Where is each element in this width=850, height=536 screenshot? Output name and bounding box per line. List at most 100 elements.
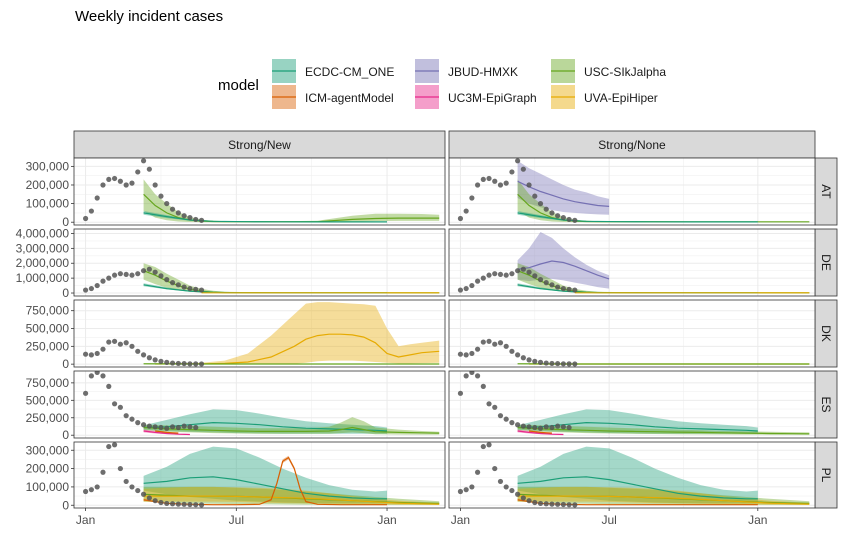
observed-point — [95, 195, 100, 200]
observed-point — [572, 218, 577, 223]
observed-point — [118, 342, 123, 347]
observed-point — [538, 201, 543, 206]
observed-point — [158, 359, 163, 364]
observed-point — [176, 502, 181, 507]
observed-point — [187, 215, 192, 220]
observed-point — [164, 426, 169, 431]
y-tick-label: 100,000 — [26, 197, 70, 211]
observed-point — [187, 286, 192, 291]
observed-point — [199, 361, 204, 366]
observed-point — [141, 492, 146, 497]
observed-point — [158, 500, 163, 505]
observed-point — [481, 177, 486, 182]
x-tick-label: Jan — [76, 513, 95, 527]
observed-point — [504, 417, 509, 422]
observed-point — [532, 500, 537, 505]
row-strip-label: ES — [819, 396, 833, 412]
observed-point — [521, 167, 526, 172]
y-tick-label: 750,000 — [26, 304, 70, 318]
row-strip: DK — [815, 300, 837, 367]
y-tick-label: 500,000 — [26, 322, 70, 336]
observed-point — [469, 351, 474, 356]
legend: ECDC-CM_ONEICM-agentModelJBUD-HMXKUC3M-E… — [272, 59, 666, 109]
legend-label: ICM-agentModel — [305, 91, 394, 105]
observed-point — [193, 425, 198, 430]
observed-point — [532, 359, 537, 364]
observed-point — [555, 361, 560, 366]
y-tick-label: 750,000 — [26, 376, 70, 390]
y-tick-label: 1,000,000 — [16, 271, 70, 285]
observed-point — [106, 444, 111, 449]
observed-point — [176, 425, 181, 430]
observed-point — [106, 177, 111, 182]
chart-title: Weekly incident cases — [75, 8, 223, 25]
legend-label: USC-SIkJalpha — [584, 65, 666, 79]
observed-point — [475, 470, 480, 475]
observed-point — [538, 277, 543, 282]
legend-item: UVA-EpiHiper — [551, 85, 658, 109]
observed-point — [118, 179, 123, 184]
observed-point — [458, 352, 463, 357]
panel-ES-none — [449, 370, 815, 438]
observed-point — [475, 182, 480, 187]
observed-point — [492, 466, 497, 471]
observed-point — [515, 492, 520, 497]
observed-point — [509, 271, 514, 276]
observed-point — [193, 287, 198, 292]
row-strip: DE — [815, 229, 837, 296]
observed-point — [515, 422, 520, 427]
observed-point — [193, 502, 198, 507]
y-tick-label: 0 — [62, 286, 69, 300]
observed-point — [83, 391, 88, 396]
observed-point — [555, 424, 560, 429]
observed-point — [475, 279, 480, 284]
observed-point — [504, 344, 509, 349]
observed-point — [100, 373, 105, 378]
observed-point — [566, 502, 571, 507]
observed-point — [112, 273, 117, 278]
observed-point — [118, 405, 123, 410]
observed-point — [498, 479, 503, 484]
y-tick-label: 4,000,000 — [16, 226, 70, 240]
column-strip: Strong/New — [74, 131, 445, 158]
observed-point — [555, 502, 560, 507]
observed-point — [141, 158, 146, 163]
observed-point — [182, 284, 187, 289]
observed-point — [135, 271, 140, 276]
observed-point — [561, 502, 566, 507]
observed-point — [129, 273, 134, 278]
observed-point — [124, 413, 129, 418]
observed-point — [141, 422, 146, 427]
observed-point — [147, 267, 152, 272]
observed-point — [464, 487, 469, 492]
observed-point — [83, 352, 88, 357]
observed-point — [129, 484, 134, 489]
observed-point — [526, 357, 531, 362]
y-tick-label: 3,000,000 — [16, 241, 70, 255]
observed-point — [538, 501, 543, 506]
observed-point — [492, 271, 497, 276]
observed-point — [147, 424, 152, 429]
observed-point — [170, 501, 175, 506]
observed-point — [118, 466, 123, 471]
observed-point — [89, 373, 94, 378]
observed-point — [526, 498, 531, 503]
observed-point — [135, 349, 140, 354]
observed-point — [158, 425, 163, 430]
observed-point — [83, 216, 88, 221]
row-strip-label: DK — [819, 325, 833, 342]
observed-point — [458, 391, 463, 396]
observed-point — [106, 384, 111, 389]
observed-point — [95, 351, 100, 356]
observed-point — [112, 442, 117, 447]
observed-point — [193, 217, 198, 222]
observed-point — [458, 489, 463, 494]
observed-point — [509, 488, 514, 493]
observed-point — [182, 502, 187, 507]
observed-point — [504, 181, 509, 186]
observed-point — [458, 216, 463, 221]
